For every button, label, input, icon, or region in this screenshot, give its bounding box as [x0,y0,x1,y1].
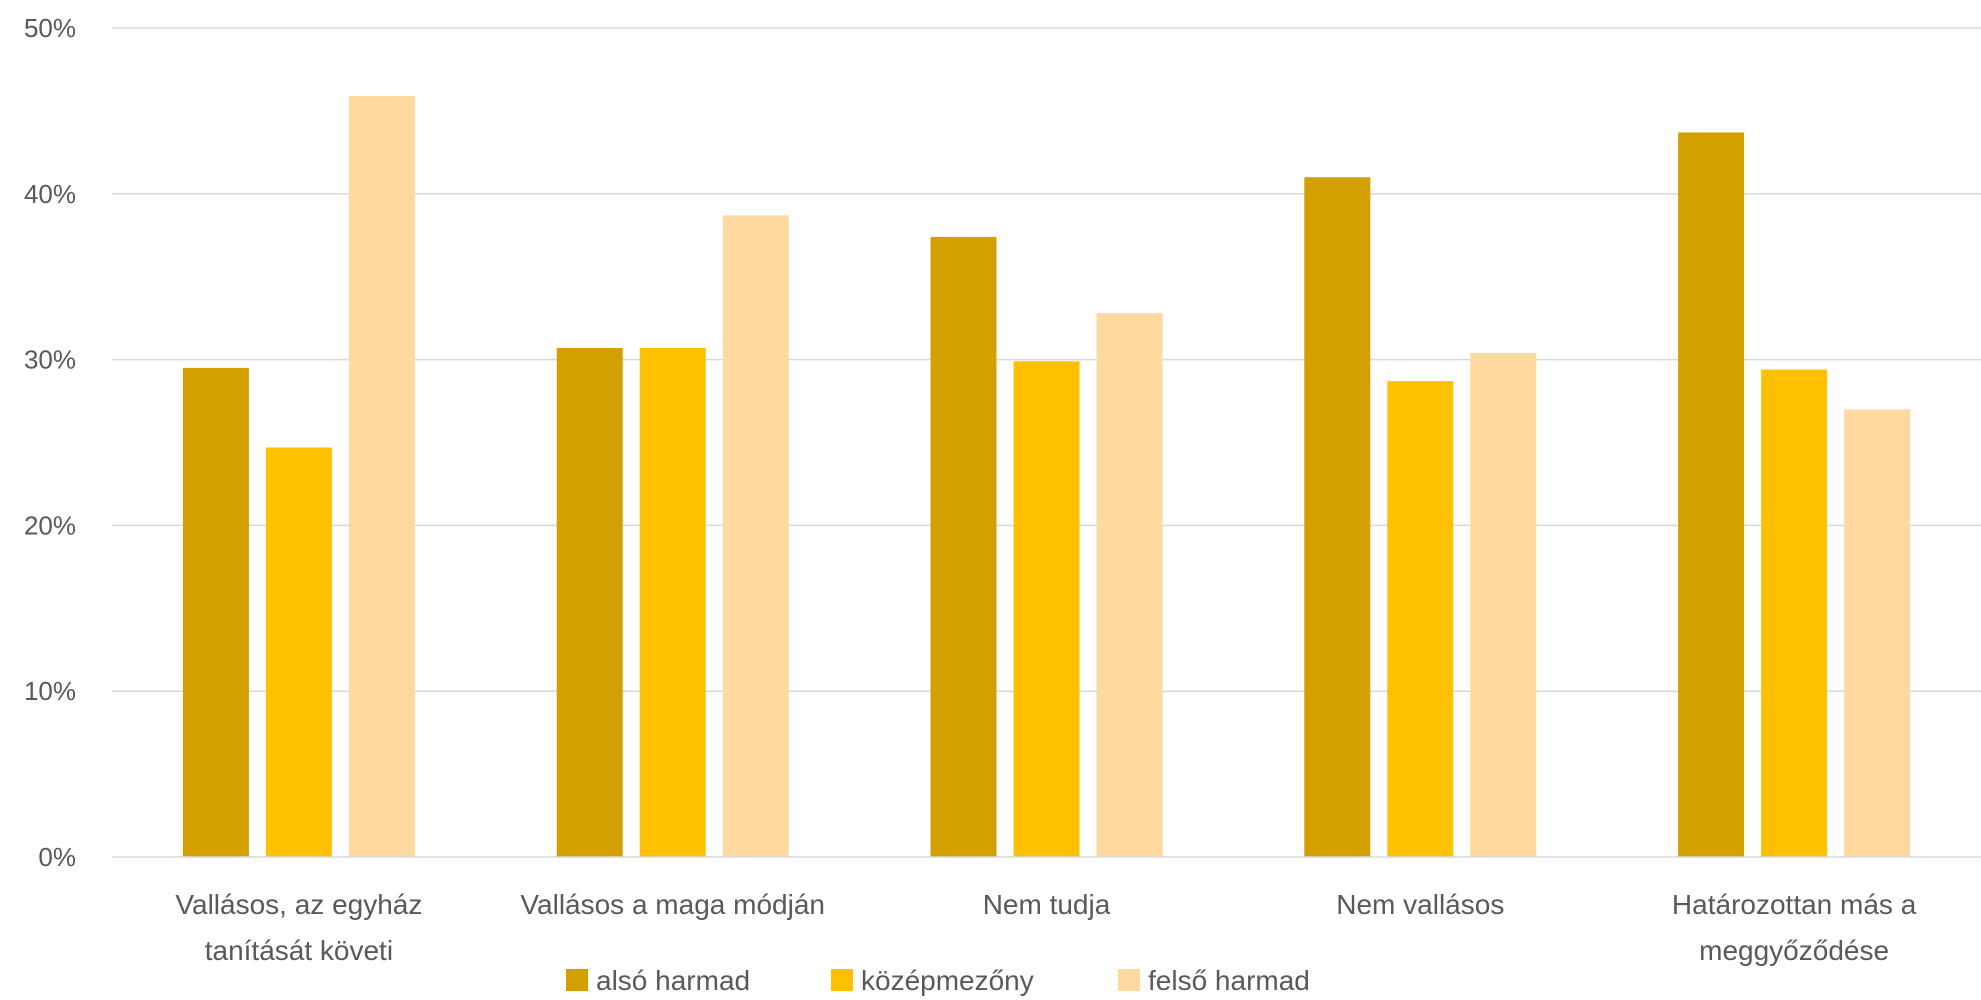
y-tick-label: 30% [24,345,76,375]
legend-label: felső harmad [1148,965,1310,996]
y-tick-label: 50% [24,13,76,43]
bar-3-2 [722,215,789,857]
bar-1-3 [930,236,997,857]
bar-2-5 [1761,369,1828,857]
x-category-label: Vallásos, az egyház [175,889,422,920]
bar-3-5 [1844,409,1911,857]
legend-label: alsó harmad [596,965,750,996]
x-category-label: tanítását követi [205,935,393,966]
legend-swatch [831,969,853,991]
bar-3-4 [1470,352,1537,857]
bars [182,95,1911,858]
legend-label: középmezőny [861,965,1034,996]
legend-swatch [1118,969,1140,991]
bar-2-1 [265,447,332,857]
x-category-label: Határozottan más a [1672,889,1917,920]
y-tick-label: 10% [24,676,76,706]
x-category-label: meggyőződése [1699,935,1889,966]
x-axis-labels: Vallásos, az egyház tanítását követi Vallá… [175,889,1916,966]
y-tick-label: 0% [38,842,76,872]
gridlines [112,27,1981,692]
x-category-label: Nem vallásos [1336,889,1504,920]
bar-1-2 [556,347,623,857]
bar-2-2 [639,347,706,857]
bar-3-3 [1096,313,1163,857]
y-tick-label: 40% [24,179,76,209]
y-axis-ticks: 0% 10% 20% 30% 40% 50% [24,13,76,872]
legend-swatch [566,969,588,991]
bar-1-5 [1678,132,1745,858]
bar-2-4 [1387,381,1454,857]
legend: alsó harmad középmezőny felső harmad [566,965,1310,996]
y-tick-label: 20% [24,510,76,540]
bar-1-4 [1304,177,1371,858]
x-category-label: Vallásos a maga módján [520,889,825,920]
bar-1-1 [182,367,249,857]
x-category-label: Nem tudja [983,889,1111,920]
bar-3-1 [348,95,415,857]
bar-2-3 [1013,361,1080,857]
